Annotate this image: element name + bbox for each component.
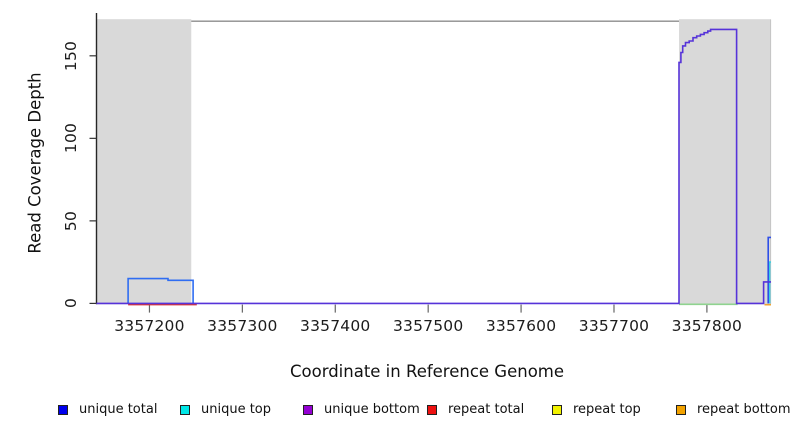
legend-label: repeat total bbox=[448, 402, 525, 417]
legend-item-repeat-bottom: repeat bottom bbox=[676, 401, 791, 418]
legend-item-unique-total: unique total bbox=[58, 401, 157, 418]
x-tick-label: 3357400 bbox=[300, 317, 371, 335]
x-tick-label: 3357500 bbox=[392, 317, 464, 335]
y-tick-label: 0 bbox=[62, 298, 80, 309]
legend-swatch-icon bbox=[303, 404, 313, 415]
legend-swatch-icon bbox=[180, 404, 190, 415]
y-tick-label: 50 bbox=[62, 210, 80, 231]
x-tick-label: 3357600 bbox=[485, 317, 557, 335]
legend-label: unique top bbox=[201, 402, 272, 417]
x-tick-label: 3357700 bbox=[578, 317, 650, 335]
y-axis-title: Read Coverage Depth bbox=[25, 72, 45, 254]
x-tick-label: 3357300 bbox=[207, 317, 278, 335]
legend-label: repeat bottom bbox=[697, 402, 791, 417]
x-tick-label: 3357200 bbox=[114, 317, 185, 335]
legend-label: unique bottom bbox=[324, 402, 420, 417]
y-tick-label: 150 bbox=[62, 40, 80, 71]
legend-label: unique total bbox=[79, 402, 158, 417]
legend-label: repeat top bbox=[573, 402, 641, 417]
series-unique-bottom bbox=[96, 28, 771, 305]
legend-swatch-icon bbox=[427, 404, 437, 415]
legend: unique total unique top unique bottom repea… bbox=[0, 401, 792, 421]
x-axis-title: Coordinate in Reference Genome bbox=[289, 362, 565, 381]
legend-item-unique-top: unique top bbox=[180, 401, 271, 418]
legend-swatch-icon bbox=[676, 404, 686, 415]
legend-swatch-icon bbox=[58, 404, 68, 415]
repeat-region-shading bbox=[96, 19, 192, 305]
legend-item-repeat-total: repeat total bbox=[427, 401, 524, 418]
x-tick-label: 3357800 bbox=[671, 317, 743, 335]
legend-swatch-icon bbox=[552, 404, 562, 415]
legend-item-unique-bottom: unique bottom bbox=[303, 401, 420, 418]
y-tick-label: 100 bbox=[62, 123, 80, 154]
series-unique-total bbox=[127, 277, 194, 304]
legend-item-repeat-top: repeat top bbox=[552, 401, 641, 418]
repeat-region-shading bbox=[679, 19, 771, 305]
series-unique-top bbox=[768, 261, 771, 304]
